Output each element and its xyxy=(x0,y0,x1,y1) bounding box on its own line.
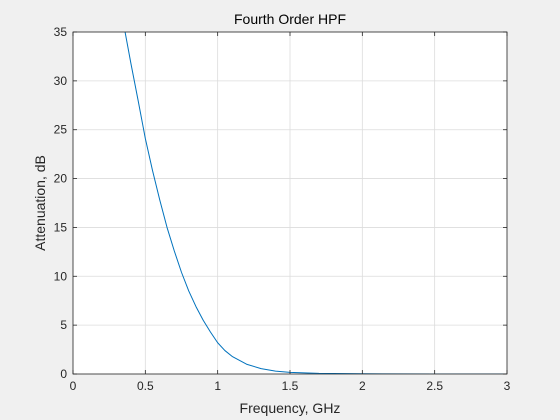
x-axis-label: Frequency, GHz xyxy=(240,400,341,416)
y-tick-label: 0 xyxy=(60,367,67,381)
x-tick-label: 3 xyxy=(504,379,511,393)
y-axis-label: Attenuation, dB xyxy=(32,155,48,251)
x-tick-label: 2 xyxy=(359,379,366,393)
y-tick-label: 5 xyxy=(60,318,67,332)
y-tick-label: 15 xyxy=(54,220,68,234)
x-tick-labels: 0 0.5 1 1.5 2 2.5 3 xyxy=(70,379,511,393)
y-tick-label: 25 xyxy=(54,123,68,137)
x-tick-label: 2.5 xyxy=(426,379,443,393)
y-tick-label: 20 xyxy=(54,172,68,186)
y-tick-label: 30 xyxy=(54,74,68,88)
y-tick-label: 35 xyxy=(54,25,68,39)
y-tick-label: 10 xyxy=(54,269,68,283)
x-tick-label: 1 xyxy=(214,379,221,393)
plot-series-group xyxy=(124,32,507,374)
ticks xyxy=(72,31,508,375)
series-line xyxy=(124,32,507,374)
x-tick-label: 0 xyxy=(70,379,77,393)
x-tick-label: 1.5 xyxy=(282,379,299,393)
x-tick-label: 0.5 xyxy=(137,379,154,393)
chart-title: Fourth Order HPF xyxy=(234,11,346,27)
y-tick-labels: 0 5 10 15 20 25 30 35 xyxy=(54,25,68,381)
